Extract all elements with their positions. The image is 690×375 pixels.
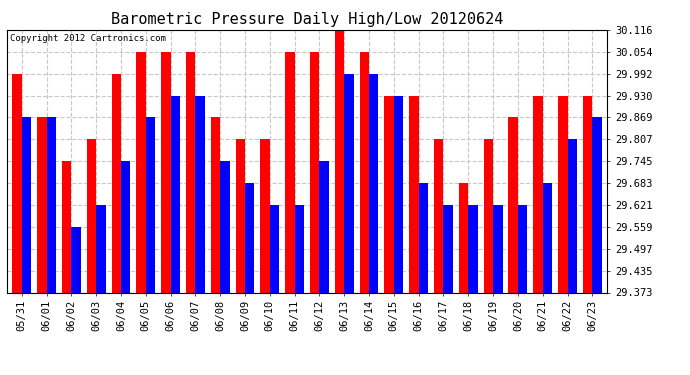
Bar	[583, 96, 592, 292]
Bar	[409, 96, 419, 292]
Bar	[459, 183, 469, 292]
Bar	[137, 52, 146, 292]
Bar	[186, 52, 195, 292]
Bar	[260, 139, 270, 292]
Bar	[22, 117, 31, 292]
Bar	[493, 205, 502, 292]
Bar	[592, 117, 602, 292]
Bar	[161, 52, 170, 292]
Bar	[285, 52, 295, 292]
Text: Copyright 2012 Cartronics.com: Copyright 2012 Cartronics.com	[10, 34, 166, 43]
Bar	[384, 96, 394, 292]
Bar	[434, 139, 444, 292]
Bar	[419, 183, 428, 292]
Bar	[518, 205, 527, 292]
Bar	[369, 74, 379, 292]
Bar	[245, 183, 255, 292]
Bar	[71, 227, 81, 292]
Bar	[37, 117, 47, 292]
Bar	[509, 117, 518, 292]
Bar	[359, 52, 369, 292]
Bar	[543, 183, 552, 292]
Bar	[195, 96, 205, 292]
Bar	[87, 139, 96, 292]
Bar	[220, 161, 230, 292]
Bar	[295, 205, 304, 292]
Bar	[567, 139, 577, 292]
Title: Barometric Pressure Daily High/Low 20120624: Barometric Pressure Daily High/Low 20120…	[111, 12, 503, 27]
Bar	[62, 161, 71, 292]
Bar	[469, 205, 477, 292]
Bar	[211, 117, 220, 292]
Bar	[310, 52, 319, 292]
Bar	[270, 205, 279, 292]
Bar	[47, 117, 56, 292]
Bar	[96, 205, 106, 292]
Bar	[112, 74, 121, 292]
Bar	[558, 96, 567, 292]
Bar	[235, 139, 245, 292]
Bar	[533, 96, 543, 292]
Bar	[444, 205, 453, 292]
Bar	[121, 161, 130, 292]
Bar	[335, 30, 344, 292]
Bar	[344, 74, 354, 292]
Bar	[170, 96, 180, 292]
Bar	[146, 117, 155, 292]
Bar	[484, 139, 493, 292]
Bar	[12, 74, 22, 292]
Bar	[319, 161, 329, 292]
Bar	[394, 96, 403, 292]
